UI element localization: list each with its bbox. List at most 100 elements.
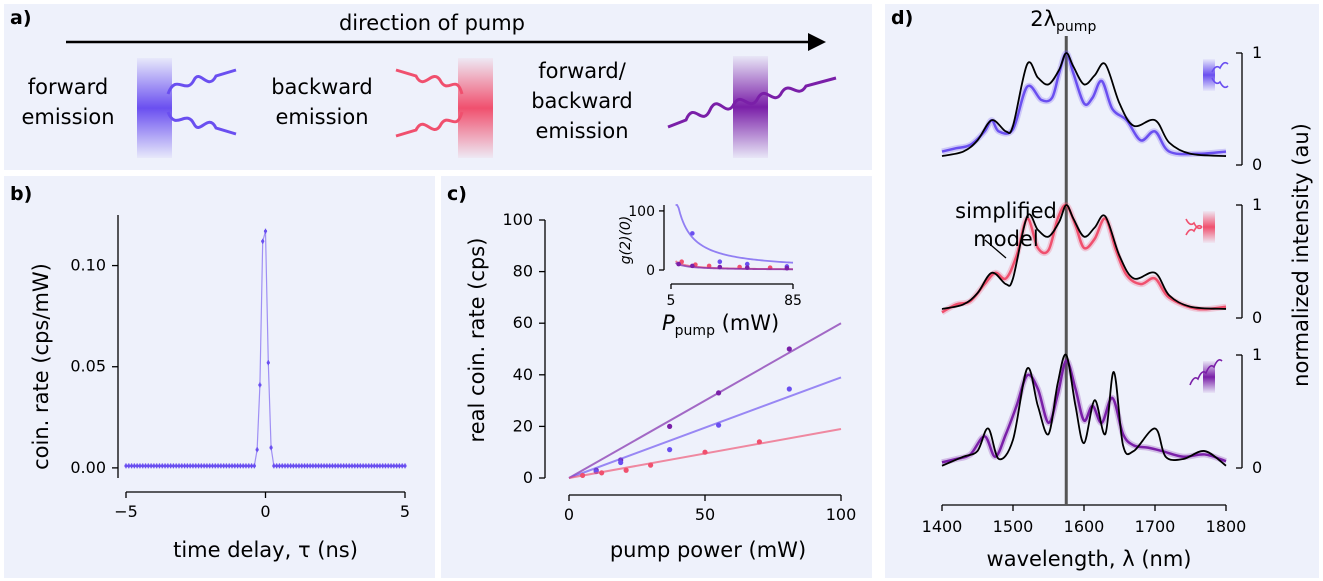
b-data-point bbox=[129, 464, 134, 468]
d-icon-crystal-forward bbox=[1203, 59, 1215, 91]
d-model-line-both bbox=[941, 353, 1227, 467]
inset-data-point-both bbox=[744, 265, 750, 270]
both-label-line3: emission bbox=[535, 119, 628, 143]
b-data-point bbox=[124, 464, 128, 468]
b-data-point bbox=[300, 464, 304, 468]
c-fit-line-both bbox=[568, 322, 842, 479]
b-data-point bbox=[199, 464, 203, 468]
b-data-point bbox=[174, 464, 178, 468]
d-model-line-forward bbox=[941, 52, 1227, 157]
b-data-point bbox=[205, 464, 209, 468]
b-data-point bbox=[294, 464, 298, 468]
c-data-point-forward bbox=[716, 422, 722, 428]
b-data-point bbox=[182, 464, 187, 468]
inset-x-axis-label: Ppump (mW) bbox=[662, 311, 779, 339]
b-data-point bbox=[336, 464, 340, 468]
inset-x-tick-label: 5 bbox=[667, 293, 676, 309]
panel-d-plot: 1400 1500 1600 1700 1800 wavelength, λ (nm) no… bbox=[922, 7, 1313, 571]
b-data-point bbox=[344, 464, 349, 468]
b-data-point bbox=[355, 464, 360, 468]
b-data-point bbox=[361, 464, 365, 468]
b-data-point bbox=[188, 464, 192, 468]
b-data-point bbox=[238, 464, 242, 468]
b-data-point bbox=[127, 464, 131, 468]
c-data-point-both bbox=[667, 423, 673, 429]
b-data-point bbox=[236, 464, 240, 468]
b-data-point bbox=[277, 464, 282, 468]
b-data-point bbox=[367, 464, 371, 468]
d-icon-crystal-both bbox=[1203, 361, 1215, 393]
b-x-tick-label: 0 bbox=[260, 502, 270, 521]
inset-y-tick-label: 100 bbox=[628, 204, 655, 220]
d-stack-tick-label-backward: 1 bbox=[1252, 195, 1262, 214]
b-data-point bbox=[255, 448, 259, 452]
both-label-line1: forward/ bbox=[538, 59, 627, 83]
d-photon-icon-both bbox=[1189, 359, 1223, 386]
c-y-tick-label: 80 bbox=[513, 262, 533, 281]
c-data-point-backward bbox=[580, 472, 586, 479]
both-crystal bbox=[733, 56, 768, 158]
b-data-point bbox=[375, 464, 379, 468]
b-data-point bbox=[383, 464, 388, 468]
b-data-point bbox=[330, 464, 335, 468]
inset-data-point-forward bbox=[690, 231, 695, 236]
b-data-point bbox=[143, 464, 148, 468]
c-data-point-backward bbox=[702, 449, 708, 455]
b-data-point bbox=[372, 464, 376, 468]
forward-photon-waves-icon bbox=[166, 68, 237, 136]
b-data-point bbox=[194, 464, 198, 468]
b-data-point bbox=[163, 464, 167, 468]
d-photon-icon-backward bbox=[1185, 218, 1203, 236]
b-data-point bbox=[266, 361, 270, 365]
b-data-point bbox=[227, 464, 231, 468]
b-data-point bbox=[233, 464, 237, 468]
c-data-point-backward bbox=[756, 439, 763, 445]
b-data-point bbox=[381, 464, 385, 468]
b-data-point bbox=[146, 464, 150, 468]
c-data-point-both bbox=[786, 346, 792, 352]
b-data-point bbox=[149, 464, 153, 468]
inset-fit-curve-both bbox=[675, 262, 794, 271]
d-stack-tick-label-backward: 0 bbox=[1252, 308, 1262, 327]
b-data-point bbox=[171, 464, 176, 468]
c-x-axis-label: pump power (mW) bbox=[610, 538, 806, 562]
b-data-point bbox=[316, 464, 321, 468]
c-y-axis-label: real coin. rate (cps) bbox=[465, 238, 489, 443]
b-data-point bbox=[297, 464, 301, 468]
b-data-point bbox=[155, 464, 159, 468]
panel-d-background bbox=[885, 4, 1319, 578]
b-data-point bbox=[350, 464, 354, 468]
b-data-point bbox=[314, 464, 318, 468]
b-data-point bbox=[311, 464, 315, 468]
b-x-tick-label: −5 bbox=[114, 502, 138, 521]
b-data-point bbox=[216, 464, 220, 468]
b-y-axis-label: coin. rate (cps/mW) bbox=[29, 263, 53, 470]
c-fit-line-forward bbox=[568, 376, 842, 479]
both-label-line2: backward bbox=[531, 89, 633, 113]
both-photon-waves-icon bbox=[667, 76, 837, 129]
b-data-point bbox=[322, 464, 326, 468]
c-data-point-backward bbox=[599, 470, 605, 476]
b-data-point bbox=[249, 464, 254, 468]
b-data-point bbox=[224, 464, 229, 468]
b-data-point bbox=[180, 464, 184, 468]
panel-b-plot: 0.00 0.05 0.10 −5 0 5 time delay, τ (ns) coin. … bbox=[29, 215, 410, 562]
b-data-point bbox=[305, 464, 309, 468]
b-data-point bbox=[286, 464, 290, 468]
d-y-axis-label: normalized intensity (au) bbox=[1289, 123, 1313, 387]
b-data-point bbox=[261, 239, 265, 243]
d-icon-crystal-backward bbox=[1203, 211, 1215, 243]
c-y-tick-label: 0 bbox=[523, 468, 533, 487]
b-data-point bbox=[191, 464, 195, 468]
b-data-point bbox=[272, 464, 276, 468]
inset-y-axis-label: g(2)(0) bbox=[618, 216, 634, 265]
c-y-tick-label: 40 bbox=[513, 365, 533, 384]
b-data-point bbox=[230, 464, 234, 468]
b-data-point bbox=[358, 464, 362, 468]
inset-data-point-backward bbox=[706, 263, 712, 269]
b-data-point bbox=[325, 464, 329, 468]
c-x-tick-label: 100 bbox=[826, 505, 857, 524]
c-data-point-backward bbox=[648, 462, 654, 468]
